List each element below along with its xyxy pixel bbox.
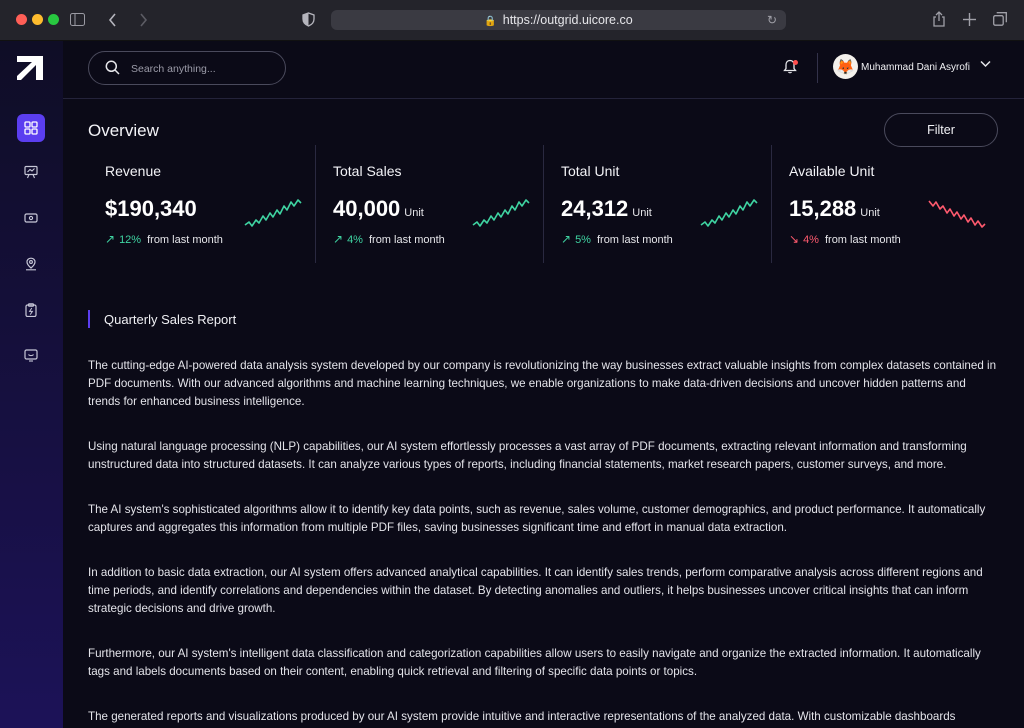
stat-value: 15,288 Unit [789,196,880,221]
report-paragraph: Using natural language processing (NLP) … [88,440,967,471]
stat-card-available-unit: Available Unit 15,288 Unit ↘ 4% from last m… [772,145,1000,263]
trend-down-icon: ↘ [789,232,800,246]
location-pin-icon [26,257,36,271]
app-logo-icon[interactable] [16,55,44,81]
page-title: Overview [88,121,159,140]
reload-icon[interactable]: ↻ [766,13,777,27]
filter-button[interactable]: Filter [884,113,998,147]
window-minimize-button[interactable] [32,14,43,25]
report-paragraph: The generated reports and visualizations… [88,710,956,723]
sparkline-chart [472,199,530,227]
notification-dot [793,60,798,65]
back-icon[interactable] [108,13,117,27]
trend-up-icon: ↗ [561,232,572,246]
lock-icon: 🔒 [484,16,497,27]
report-paragraph: Furthermore, our AI system's intelligent… [88,647,981,678]
trend-up-icon: ↗ [333,232,344,246]
message-smile-icon [24,349,38,362]
stat-value: 40,000 Unit [333,196,424,221]
tab-overview-icon[interactable] [993,12,1007,26]
sidebar [0,41,63,728]
clipboard-bolt-icon [25,303,37,317]
stat-trend: ↗ 4% from last month [333,232,445,246]
privacy-shield-icon[interactable] [302,12,315,27]
forward-icon[interactable] [139,13,148,27]
stat-card-revenue: Revenue $190,340 ↗ 12% from last month [88,145,316,263]
stat-title: Total Sales [333,163,402,179]
dashboard-icon [24,121,38,135]
stat-title: Total Unit [561,163,620,179]
search-icon [105,60,120,75]
search-input[interactable] [129,59,283,79]
url-text: https://outgrid.uicore.co [502,13,633,27]
sidebar-toggle-icon[interactable] [70,13,85,26]
notification-button[interactable] [783,59,798,79]
report-paragraph: The AI system's sophisticated algorithms… [88,503,986,534]
sidebar-item-messages[interactable] [17,341,45,369]
money-transfer-icon [24,213,38,223]
stat-trend: ↗ 12% from last month [105,232,223,246]
bell-icon [783,59,797,74]
sidebar-item-tasks[interactable] [17,296,45,324]
stat-value: $190,340 [105,196,197,221]
sidebar-item-presentation[interactable] [17,158,45,186]
report-paragraph: The cutting-edge AI-powered data analysi… [88,359,997,408]
sidebar-item-dashboard[interactable] [17,114,45,142]
avatar[interactable]: 🦊 [833,54,858,79]
stat-title: Revenue [105,163,162,179]
header-divider [817,53,818,83]
stat-title: Available Unit [789,163,875,179]
section-accent-bar [88,310,90,328]
share-icon[interactable] [932,11,946,27]
window-maximize-button[interactable] [48,14,59,25]
user-name[interactable]: Muhammad Dani Asyrofi [861,62,970,73]
trend-up-icon: ↗ [105,232,116,246]
browser-chrome: 🔒 https://outgrid.uicore.co ↻ [0,0,1024,41]
stat-trend: ↗ 5% from last month [561,232,673,246]
search-box[interactable] [88,51,286,85]
stat-trend: ↘ 4% from last month [789,232,901,246]
window-close-button[interactable] [16,14,27,25]
report-paragraph: In addition to basic data extraction, ou… [88,566,983,615]
chevron-down-icon[interactable] [980,60,991,68]
top-header: 🦊 Muhammad Dani Asyrofi [63,41,1024,99]
sidebar-item-locations[interactable] [17,250,45,278]
presentation-chart-icon [24,165,38,179]
address-bar[interactable]: 🔒 https://outgrid.uicore.co ↻ [331,10,786,30]
sparkline-chart [700,199,758,227]
section-title: Quarterly Sales Report [104,312,237,327]
stat-card-total-unit: Total Unit 24,312 Unit ↗ 5% from last month [544,145,772,263]
sparkline-chart [244,199,302,227]
sidebar-item-transactions[interactable] [17,204,45,232]
stat-value: 24,312 Unit [561,196,652,221]
stat-card-total-sales: Total Sales 40,000 Unit ↗ 4% from last mont… [316,145,544,263]
sparkline-chart [928,200,986,228]
new-tab-icon[interactable] [963,13,976,26]
